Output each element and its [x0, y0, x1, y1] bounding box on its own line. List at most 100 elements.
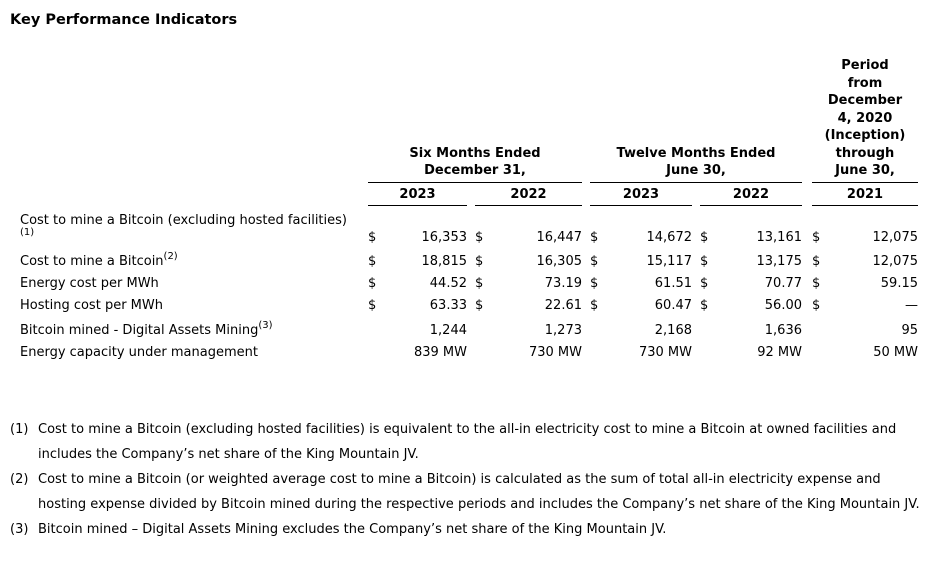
metric-label: Energy capacity under management: [10, 344, 358, 361]
metric-value: 61.51: [654, 276, 692, 291]
metric-label: Energy cost per MWh: [10, 275, 358, 292]
metric-value: 14,672: [646, 230, 693, 245]
currency-symbol: $: [700, 254, 709, 269]
currency-symbol: $: [812, 276, 821, 291]
footnote-text: Bitcoin mined – Digital Assets Mining ex…: [38, 522, 667, 537]
metric-value: 13,161: [756, 230, 803, 245]
year-header: 2023: [368, 186, 467, 206]
metric-value: 1,244: [429, 323, 467, 338]
table-row: Cost to mine a Bitcoin(2) $18,815 $16,30…: [10, 250, 923, 270]
currency-symbol: $: [590, 298, 599, 313]
footnote-ref-superscript: (1): [20, 226, 35, 238]
currency-symbol: $: [475, 276, 484, 291]
currency-symbol: $: [590, 254, 599, 269]
footnote-marker: (3): [10, 522, 29, 537]
metric-value: 730 MW: [528, 345, 582, 360]
table-row: Energy cost per MWh $44.52 $73.19 $61.51…: [10, 275, 923, 292]
currency-symbol: $: [368, 230, 377, 245]
currency-symbol: $: [812, 230, 821, 245]
metric-label-text: Cost to mine a Bitcoin: [20, 254, 164, 269]
header-line: Period: [841, 58, 889, 73]
metric-value: 13,175: [756, 254, 803, 269]
year-header: 2021: [812, 186, 918, 206]
year-header: 2023: [590, 186, 692, 206]
metric-label-text: Hosting cost per MWh: [20, 298, 163, 313]
metric-value: 44.52: [429, 276, 467, 291]
metric-label-text: Cost to mine a Bitcoin (excluding hosted…: [20, 213, 347, 228]
kpi-table: Six Months Ended December 31, Twelve Mon…: [10, 57, 923, 361]
metric-value: 16,447: [536, 230, 583, 245]
currency-symbol: $: [812, 254, 821, 269]
footnote-marker: (1): [10, 422, 29, 437]
metric-value: 16,353: [421, 230, 468, 245]
year-header: 2022: [475, 186, 582, 206]
currency-symbol: $: [700, 298, 709, 313]
table-row: Energy capacity under management 839 MW …: [10, 344, 923, 361]
header-line: June 30,: [666, 163, 726, 178]
metric-value: 16,305: [536, 254, 583, 269]
table-row: Bitcoin mined - Digital Assets Mining(3)…: [10, 319, 923, 339]
metric-value: 2,168: [654, 323, 692, 338]
metric-value: —: [905, 298, 918, 313]
metric-label-text: Bitcoin mined - Digital Assets Mining: [20, 323, 259, 338]
footnote-text: Cost to mine a Bitcoin (excluding hosted…: [38, 422, 897, 462]
metric-value: 12,075: [872, 230, 919, 245]
metric-value: 95: [901, 323, 918, 338]
document-page: Key Performance Indicators Six Months En…: [10, 12, 923, 542]
metric-value: 59.15: [880, 276, 918, 291]
column-group-header-six-months: Six Months Ended December 31,: [368, 145, 582, 183]
table-row: Cost to mine a Bitcoin (excluding hosted…: [10, 212, 923, 246]
currency-symbol: $: [368, 254, 377, 269]
header-line: 4, 2020: [837, 110, 893, 126]
metric-label-text: Energy cost per MWh: [20, 276, 159, 291]
header-line: December 31,: [424, 163, 526, 178]
metric-value: 70.77: [764, 276, 802, 291]
footnote-marker: (2): [10, 472, 29, 487]
metric-value: 839 MW: [413, 345, 467, 360]
table-header-year-row: 2023 2022 2023 2022 2021: [10, 186, 923, 206]
header-line: December: [827, 93, 903, 108]
footnotes-section: (1) Cost to mine a Bitcoin (excluding ho…: [10, 417, 923, 542]
metric-value: 63.33: [429, 298, 467, 313]
metric-value: 18,815: [421, 254, 468, 269]
metric-label: Bitcoin mined - Digital Assets Mining(3): [10, 319, 358, 339]
table-row: Hosting cost per MWh $63.33 $22.61 $60.4…: [10, 297, 923, 314]
currency-symbol: $: [700, 230, 709, 245]
metric-value: 1,273: [544, 323, 582, 338]
currency-symbol: $: [475, 230, 484, 245]
metric-label-text: Energy capacity under management: [20, 345, 258, 360]
page-title: Key Performance Indicators: [10, 12, 238, 28]
column-group-header-inception-period: Period from December 4, 2020 (Inception)…: [812, 57, 918, 183]
header-line: Six Months Ended: [409, 145, 541, 161]
column-group-header-twelve-months: Twelve Months Ended June 30,: [590, 145, 802, 183]
currency-symbol: $: [812, 298, 821, 313]
metric-value: 73.19: [544, 276, 582, 291]
header-line: Twelve Months Ended: [616, 145, 776, 161]
footnote-ref-superscript: (2): [163, 250, 178, 262]
metric-value: 15,117: [646, 254, 693, 269]
metric-value: 1,636: [764, 323, 802, 338]
metric-value: 50 MW: [873, 345, 918, 360]
header-line: (Inception): [824, 128, 906, 143]
currency-symbol: $: [368, 276, 377, 291]
metric-value: 92 MW: [757, 345, 802, 360]
metric-value: 730 MW: [638, 345, 692, 360]
metric-label: Hosting cost per MWh: [10, 297, 358, 314]
metric-value: 56.00: [764, 298, 802, 313]
metric-label: Cost to mine a Bitcoin(2): [10, 250, 358, 270]
footnote: (1) Cost to mine a Bitcoin (excluding ho…: [10, 417, 923, 467]
header-line: June 30,: [835, 163, 895, 178]
footnote-ref-superscript: (3): [258, 319, 273, 331]
currency-symbol: $: [368, 298, 377, 313]
currency-symbol: $: [700, 276, 709, 291]
footnote: (2) Cost to mine a Bitcoin (or weighted …: [10, 467, 923, 517]
year-header: 2022: [700, 186, 802, 206]
metric-value: 60.47: [654, 298, 692, 313]
header-line: through: [835, 145, 895, 161]
metric-value: 22.61: [544, 298, 582, 313]
currency-symbol: $: [475, 254, 484, 269]
table-header-period-row: Six Months Ended December 31, Twelve Mon…: [10, 57, 923, 183]
metric-value: 12,075: [872, 254, 919, 269]
footnote-text: Cost to mine a Bitcoin (or weighted aver…: [38, 472, 920, 512]
footnote: (3) Bitcoin mined – Digital Assets Minin…: [10, 517, 923, 542]
